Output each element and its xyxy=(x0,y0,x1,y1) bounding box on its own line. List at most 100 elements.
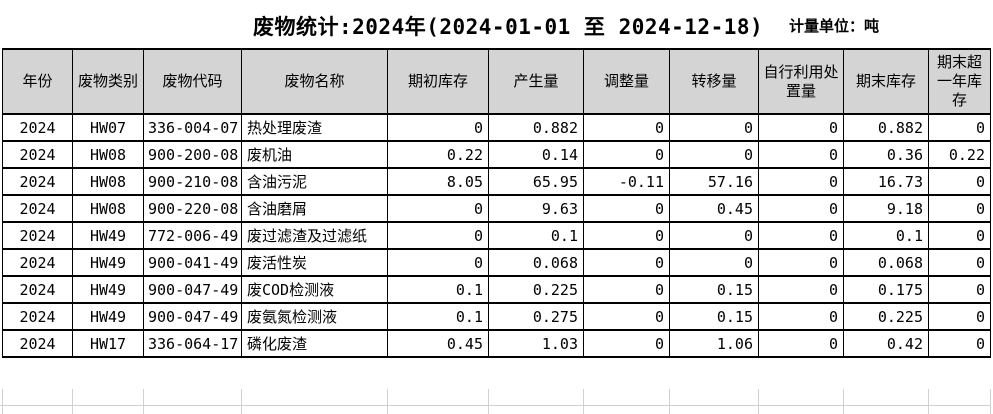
column-header[interactable]: 自行利用处置量 xyxy=(758,48,844,115)
table-cell[interactable]: 0 xyxy=(669,248,759,277)
table-cell[interactable]: 0.36 xyxy=(843,140,929,169)
table-cell[interactable]: 0.42 xyxy=(843,329,929,358)
table-cell[interactable]: 0.882 xyxy=(488,113,584,142)
table-cell[interactable]: 57.16 xyxy=(669,167,759,196)
table-cell[interactable]: 0 xyxy=(758,275,844,304)
table-cell[interactable]: 0 xyxy=(758,113,844,142)
table-cell[interactable]: 0 xyxy=(583,329,670,358)
table-cell[interactable]: 0 xyxy=(928,167,991,196)
table-cell[interactable]: 0 xyxy=(758,194,844,223)
table-cell[interactable]: HW08 xyxy=(72,167,144,196)
table-cell[interactable]: 1.03 xyxy=(488,329,584,358)
table-cell[interactable]: 废过滤渣及过滤纸 xyxy=(241,221,388,250)
table-cell[interactable]: 0.882 xyxy=(843,113,929,142)
table-cell[interactable]: 0.14 xyxy=(488,140,584,169)
table-cell[interactable]: 0 xyxy=(583,275,670,304)
table-cell[interactable]: 0.15 xyxy=(669,275,759,304)
table-cell[interactable]: 65.95 xyxy=(488,167,584,196)
table-cell[interactable]: 900-047-49 xyxy=(143,302,242,331)
table-cell[interactable]: 0.275 xyxy=(488,302,584,331)
column-header[interactable]: 转移量 xyxy=(669,48,759,115)
table-cell[interactable]: 0.45 xyxy=(669,194,759,223)
table-cell[interactable]: 0.22 xyxy=(928,140,991,169)
table-cell[interactable]: 0.225 xyxy=(843,302,929,331)
table-cell[interactable]: 0.45 xyxy=(387,329,489,358)
table-cell[interactable]: 0 xyxy=(758,221,844,250)
table-cell[interactable]: 8.05 xyxy=(387,167,489,196)
table-cell[interactable]: 2024 xyxy=(2,140,73,169)
table-cell[interactable]: 0 xyxy=(583,194,670,223)
table-cell[interactable]: 0 xyxy=(583,302,670,331)
table-cell[interactable]: 0 xyxy=(928,329,991,358)
table-cell[interactable]: 0 xyxy=(928,113,991,142)
table-cell[interactable]: 0.1 xyxy=(387,275,489,304)
table-cell[interactable]: 0 xyxy=(928,248,991,277)
column-header[interactable]: 废物名称 xyxy=(241,48,388,115)
table-cell[interactable]: HW08 xyxy=(72,140,144,169)
table-cell[interactable]: 0.1 xyxy=(843,221,929,250)
column-header[interactable]: 年份 xyxy=(2,48,73,115)
table-cell[interactable]: 0 xyxy=(583,113,670,142)
table-cell[interactable]: HW17 xyxy=(72,329,144,358)
table-cell[interactable]: 900-047-49 xyxy=(143,275,242,304)
table-cell[interactable]: 2024 xyxy=(2,248,73,277)
table-cell[interactable]: 2024 xyxy=(2,167,73,196)
table-cell[interactable]: 2024 xyxy=(2,113,73,142)
table-cell[interactable]: 2024 xyxy=(2,302,73,331)
table-cell[interactable]: 废机油 xyxy=(241,140,388,169)
column-header[interactable]: 废物代码 xyxy=(143,48,242,115)
table-cell[interactable]: 9.18 xyxy=(843,194,929,223)
table-cell[interactable]: 0 xyxy=(758,248,844,277)
table-cell[interactable]: 0 xyxy=(583,248,670,277)
table-cell[interactable]: 0 xyxy=(583,140,670,169)
table-cell[interactable]: HW49 xyxy=(72,302,144,331)
column-header[interactable]: 产生量 xyxy=(488,48,584,115)
table-cell[interactable]: 2024 xyxy=(2,329,73,358)
table-cell[interactable]: 336-004-07 xyxy=(143,113,242,142)
table-cell[interactable]: 含油污泥 xyxy=(241,167,388,196)
table-cell[interactable]: 0 xyxy=(583,221,670,250)
column-header[interactable]: 调整量 xyxy=(583,48,670,115)
table-cell[interactable]: 772-006-49 xyxy=(143,221,242,250)
table-cell[interactable]: 900-200-08 xyxy=(143,140,242,169)
table-cell[interactable]: 2024 xyxy=(2,194,73,223)
table-cell[interactable]: 废活性炭 xyxy=(241,248,388,277)
table-cell[interactable]: 废COD检测液 xyxy=(241,275,388,304)
table-cell[interactable]: HW49 xyxy=(72,248,144,277)
table-cell[interactable]: HW07 xyxy=(72,113,144,142)
table-cell[interactable]: 0 xyxy=(928,221,991,250)
table-cell[interactable]: 0 xyxy=(928,194,991,223)
table-cell[interactable]: 磷化废渣 xyxy=(241,329,388,358)
table-cell[interactable]: 废氨氮检测液 xyxy=(241,302,388,331)
table-cell[interactable]: 1.06 xyxy=(669,329,759,358)
table-cell[interactable]: 0 xyxy=(387,194,489,223)
column-header[interactable]: 期末超一年库存 xyxy=(928,48,991,115)
table-cell[interactable]: -0.11 xyxy=(583,167,670,196)
table-cell[interactable]: 0 xyxy=(758,167,844,196)
table-cell[interactable]: 0.225 xyxy=(488,275,584,304)
table-cell[interactable]: 2024 xyxy=(2,275,73,304)
table-cell[interactable]: 热处理废渣 xyxy=(241,113,388,142)
table-cell[interactable]: 0 xyxy=(928,302,991,331)
table-cell[interactable]: 0 xyxy=(387,113,489,142)
table-cell[interactable]: 0 xyxy=(387,221,489,250)
table-cell[interactable]: 0 xyxy=(758,140,844,169)
table-cell[interactable]: 0 xyxy=(669,221,759,250)
table-cell[interactable]: 0.068 xyxy=(843,248,929,277)
table-cell[interactable]: HW08 xyxy=(72,194,144,223)
table-cell[interactable]: 0.15 xyxy=(669,302,759,331)
table-cell[interactable]: 0.175 xyxy=(843,275,929,304)
column-header[interactable]: 期初库存 xyxy=(387,48,489,115)
table-cell[interactable]: 0 xyxy=(758,302,844,331)
table-cell[interactable]: HW49 xyxy=(72,275,144,304)
column-header[interactable]: 期末库存 xyxy=(843,48,929,115)
table-cell[interactable]: HW49 xyxy=(72,221,144,250)
table-cell[interactable]: 9.63 xyxy=(488,194,584,223)
table-cell[interactable]: 0.1 xyxy=(488,221,584,250)
table-cell[interactable]: 2024 xyxy=(2,221,73,250)
table-cell[interactable]: 16.73 xyxy=(843,167,929,196)
table-cell[interactable]: 900-220-08 xyxy=(143,194,242,223)
table-cell[interactable]: 336-064-17 xyxy=(143,329,242,358)
table-cell[interactable]: 0 xyxy=(669,140,759,169)
column-header[interactable]: 废物类别 xyxy=(72,48,144,115)
